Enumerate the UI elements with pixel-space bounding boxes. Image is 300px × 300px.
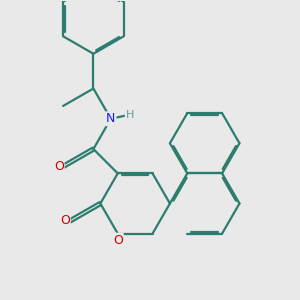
Text: H: H — [126, 110, 134, 120]
Text: N: N — [106, 112, 116, 125]
Text: O: O — [60, 214, 70, 227]
Text: O: O — [113, 234, 123, 247]
Text: O: O — [54, 160, 64, 173]
